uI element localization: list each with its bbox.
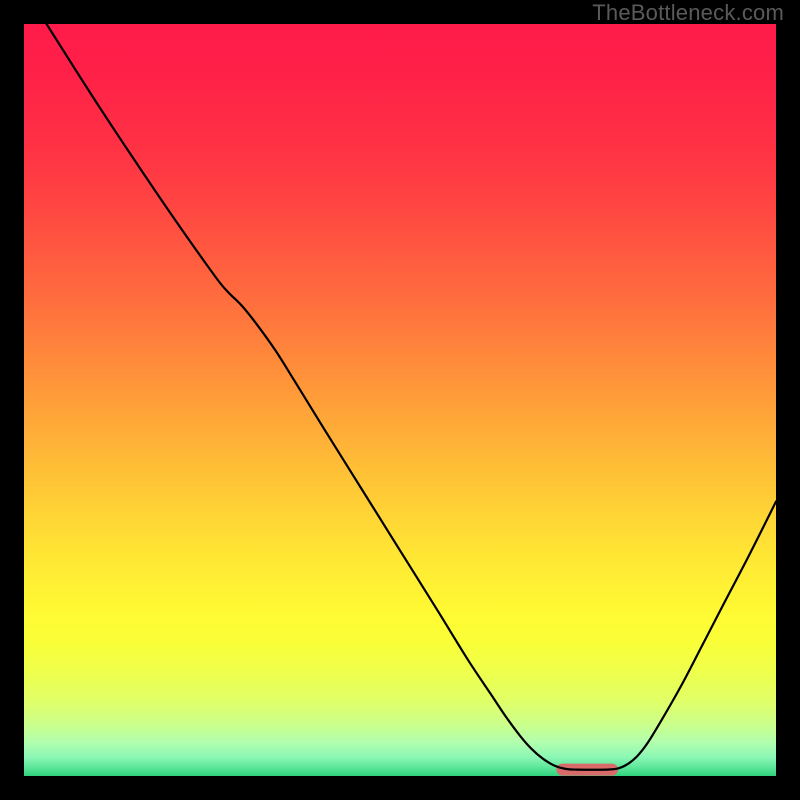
watermark-text: TheBottleneck.com <box>592 0 784 26</box>
gradient-background <box>24 24 776 776</box>
chart-frame: TheBottleneck.com <box>0 0 800 800</box>
plot-area <box>24 24 776 776</box>
bottleneck-chart-svg <box>24 24 776 776</box>
